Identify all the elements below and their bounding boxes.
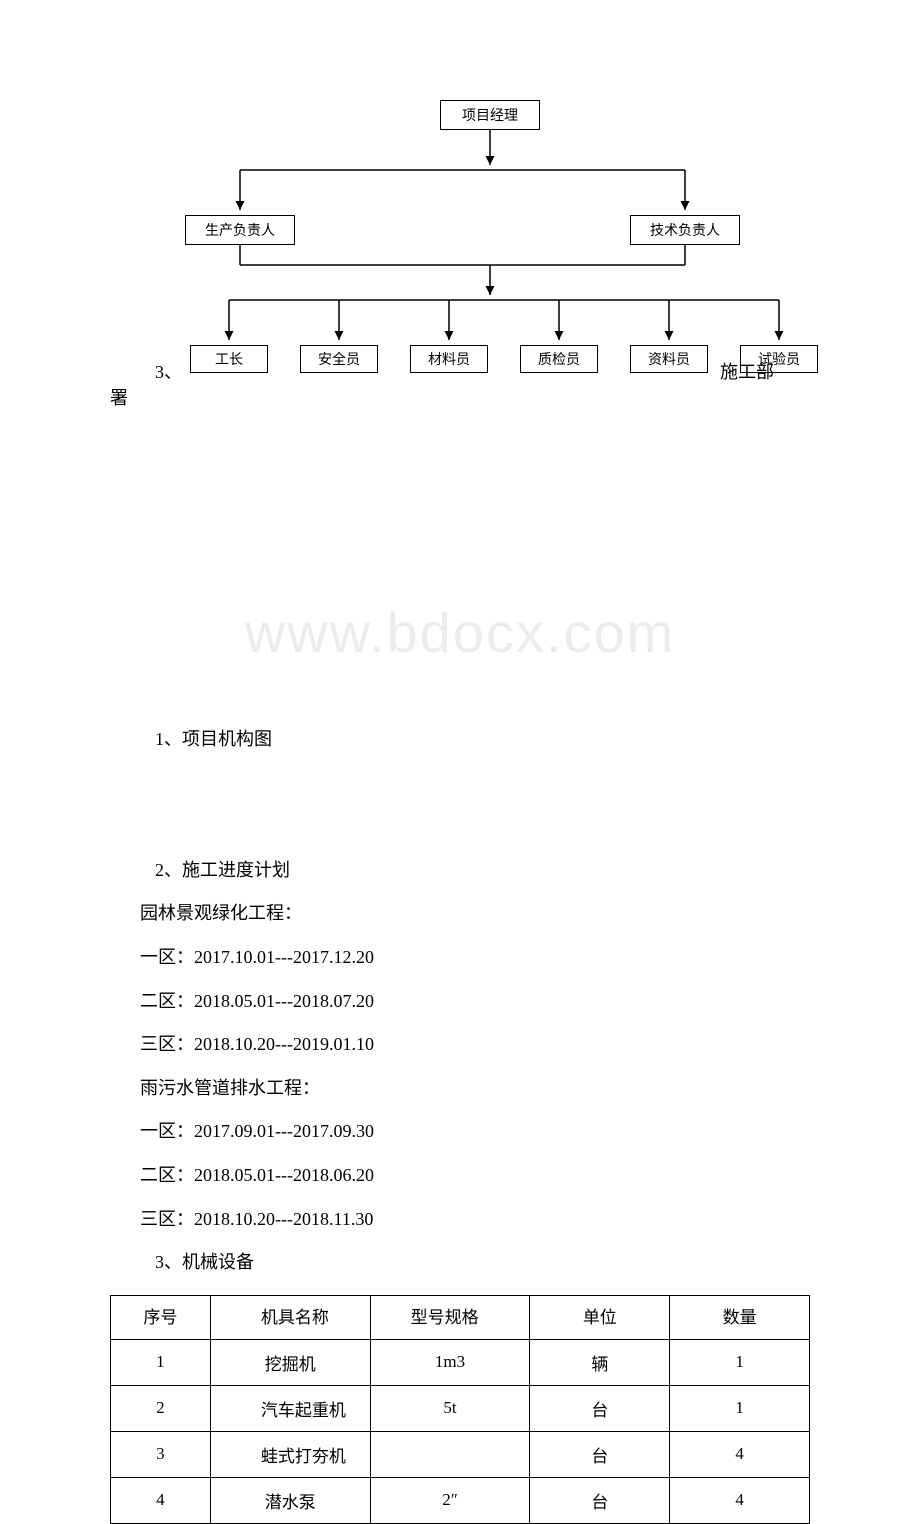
table-cell: 挖掘机	[210, 1339, 370, 1385]
table-cell: 4	[670, 1477, 810, 1523]
heading-3: 3、机械设备	[155, 1243, 920, 1283]
table-cell: 台	[530, 1477, 670, 1523]
heading-1: 1、项目机构图	[155, 720, 920, 760]
org-chart: 项目经理 生产负责人 技术负责人 工长 安全员 材料员 质检员 资料员 试验员	[110, 100, 870, 390]
table-cell: 1	[670, 1385, 810, 1431]
table-row: 2 汽车起重机 5t 台 1	[111, 1385, 810, 1431]
sched-line: 二区：2018.05.01---2018.07.20	[140, 982, 920, 1022]
table-cell: 1	[111, 1339, 211, 1385]
table-cell: 潜水泵	[210, 1477, 370, 1523]
org-node-manager: 项目经理	[440, 100, 540, 130]
org-node-tech-lead: 技术负责人	[630, 215, 740, 245]
org-node-docs: 资料员	[630, 345, 708, 373]
org-node-foreman: 工长	[190, 345, 268, 373]
heading-2: 2、施工进度计划	[155, 851, 920, 891]
table-cell: 4	[111, 1477, 211, 1523]
org-node-safety: 安全员	[300, 345, 378, 373]
table-cell: 辆	[530, 1339, 670, 1385]
inline-numbering: 3、	[155, 358, 182, 384]
table-row: 3 蛙式打夯机 台 4	[111, 1431, 810, 1477]
equipment-table: 序号 机具名称 型号规格 单位 数量 1 挖掘机 1m3 辆 1 2 汽车起重机…	[110, 1295, 810, 1524]
table-cell: 4	[670, 1431, 810, 1477]
sched-line: 一区：2017.09.01---2017.09.30	[140, 1112, 920, 1152]
sched-line: 二区：2018.05.01---2018.06.20	[140, 1156, 920, 1196]
org-node-material: 材料员	[410, 345, 488, 373]
table-cell: 汽车起重机	[210, 1385, 370, 1431]
org-node-production-lead: 生产负责人	[185, 215, 295, 245]
table-cell: 蛙式打夯机	[210, 1431, 370, 1477]
org-node-qc: 质检员	[520, 345, 598, 373]
sched-line: 园林景观绿化工程：	[140, 894, 920, 934]
table-cell: 台	[530, 1431, 670, 1477]
inline-wrap-text: 署	[110, 384, 128, 410]
sched-line: 一区：2017.10.01---2017.12.20	[140, 938, 920, 978]
table-cell: 1	[670, 1339, 810, 1385]
table-row: 4 潜水泵 2″ 台 4	[111, 1477, 810, 1523]
table-row: 1 挖掘机 1m3 辆 1	[111, 1339, 810, 1385]
sched-line: 雨污水管道排水工程：	[140, 1069, 920, 1109]
table-cell	[370, 1431, 530, 1477]
table-cell: 2″	[370, 1477, 530, 1523]
table-cell: 3	[111, 1431, 211, 1477]
sched-line: 三区：2018.10.20---2018.11.30	[140, 1200, 920, 1240]
table-cell: 1m3	[370, 1339, 530, 1385]
table-cell: 5t	[370, 1385, 530, 1431]
body-text: 1、项目机构图 2、施工进度计划 园林景观绿化工程： 一区：2017.10.01…	[0, 720, 920, 1283]
table-cell: 2	[111, 1385, 211, 1431]
sched-line: 三区：2018.10.20---2019.01.10	[140, 1025, 920, 1065]
table-cell: 台	[530, 1385, 670, 1431]
inline-suffix-text: 施工部	[720, 358, 774, 384]
